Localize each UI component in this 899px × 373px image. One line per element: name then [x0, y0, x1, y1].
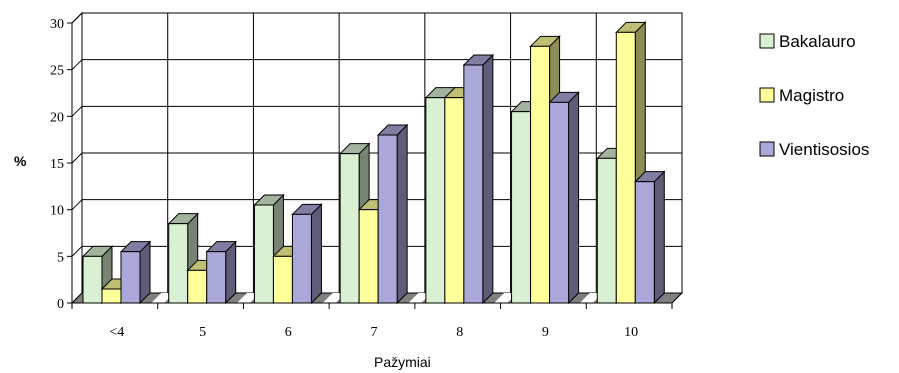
y-tick-labels: 0 5 10 15 20 25 30	[50, 17, 64, 312]
grid-line-side	[71, 59, 83, 71]
legend-label: Vientisosios	[779, 140, 869, 159]
legend-label: Magistro	[779, 86, 844, 105]
y-tick-label: 30	[50, 17, 64, 32]
legend-label: Bakalauro	[779, 32, 856, 51]
bar-vientisosios-1	[205, 240, 237, 305]
x-tick-label: 9	[542, 325, 549, 340]
x-tick-label: 10	[624, 325, 638, 340]
y-axis-label: %	[14, 153, 27, 169]
grid-line-side	[71, 199, 83, 211]
legend-item-magistro: Magistro	[759, 86, 844, 105]
x-tick-labels: <4 5 6 7 8 9 10	[109, 325, 638, 340]
legend-item-vientisosios: Vientisosios	[759, 140, 869, 159]
x-tick-label: 5	[199, 325, 206, 340]
grid-lines	[71, 12, 682, 293]
grid-line-side	[71, 105, 83, 117]
x-tick-label: 6	[285, 325, 292, 340]
x-tick-label: <4	[109, 325, 124, 340]
y-tick-label: 5	[57, 250, 64, 265]
axes	[67, 22, 673, 309]
bar-vientisosios-0	[119, 240, 152, 305]
grid-line-side	[71, 152, 83, 164]
grid-line-side	[71, 12, 83, 24]
bar-vientisosios-5	[548, 91, 580, 305]
bar-vientisosios-2	[291, 203, 323, 305]
grid-line-side	[71, 245, 83, 257]
legend-swatch	[759, 141, 775, 157]
x-tick-label: 8	[456, 325, 463, 340]
legend: Bakalauro Magistro Vientisosios	[759, 32, 869, 159]
x-axis-label: Pažymiai	[374, 354, 431, 370]
y-tick-label: 0	[57, 297, 64, 312]
legend-swatch	[759, 33, 775, 49]
y-tick-label: 10	[50, 204, 64, 219]
bar-vientisosios-6	[634, 170, 666, 305]
y-tick-label: 15	[50, 157, 64, 172]
legend-swatch	[759, 87, 775, 103]
legend-item-bakalauro: Bakalauro	[759, 32, 856, 51]
x-tick-label: 7	[371, 325, 378, 340]
bar-vientisosios-4	[462, 53, 495, 305]
y-tick-label: 20	[50, 110, 64, 125]
bar-vientisosios-3	[376, 123, 409, 305]
y-tick-label: 25	[50, 64, 64, 79]
